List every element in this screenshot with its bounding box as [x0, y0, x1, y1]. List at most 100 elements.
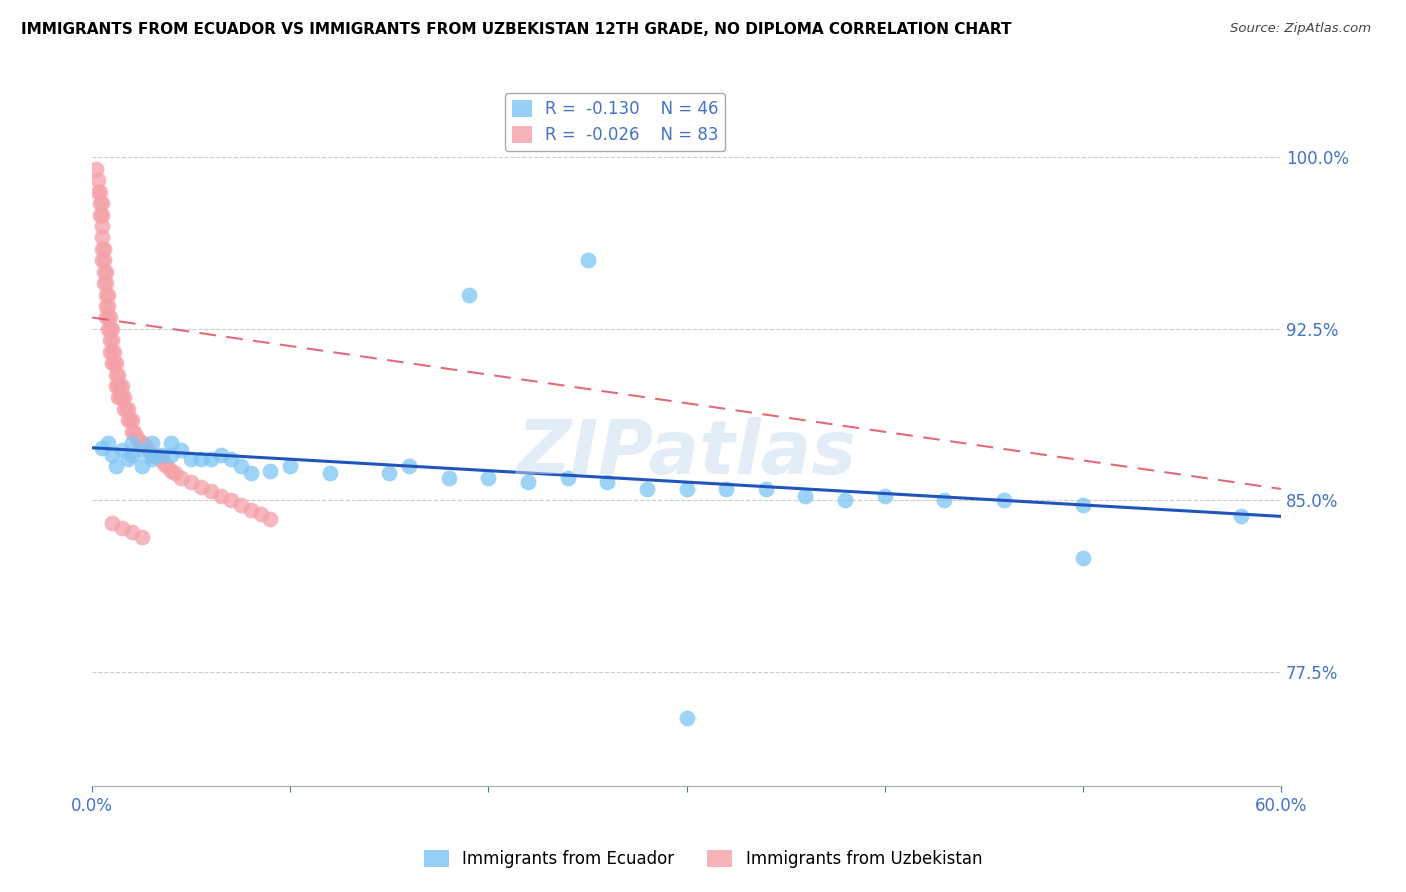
Point	[152, 457, 174, 471]
Point	[127, 434, 149, 448]
Point	[91, 208, 114, 222]
Point	[104, 356, 127, 370]
Point	[121, 448, 143, 462]
Point	[160, 464, 183, 478]
Point	[125, 429, 148, 443]
Point	[170, 470, 193, 484]
Point	[112, 391, 135, 405]
Point	[98, 322, 121, 336]
Point	[141, 448, 163, 462]
Point	[131, 530, 153, 544]
Point	[121, 425, 143, 439]
Point	[190, 480, 212, 494]
Point	[94, 310, 117, 325]
Point	[101, 322, 124, 336]
Point	[91, 441, 114, 455]
Point	[87, 173, 110, 187]
Point	[259, 511, 281, 525]
Point	[91, 242, 114, 256]
Point	[108, 391, 131, 405]
Point	[94, 299, 117, 313]
Point	[190, 452, 212, 467]
Point	[107, 368, 129, 382]
Point	[576, 253, 599, 268]
Point	[91, 253, 114, 268]
Point	[84, 161, 107, 176]
Point	[101, 356, 124, 370]
Point	[94, 276, 117, 290]
Point	[1071, 550, 1094, 565]
Point	[557, 470, 579, 484]
Point	[209, 448, 232, 462]
Point	[117, 452, 139, 467]
Point	[111, 521, 134, 535]
Point	[150, 448, 173, 462]
Point	[118, 413, 141, 427]
Point	[117, 413, 139, 427]
Point	[834, 493, 856, 508]
Point	[97, 287, 120, 301]
Point	[993, 493, 1015, 508]
Point	[229, 498, 252, 512]
Point	[1071, 498, 1094, 512]
Point	[93, 253, 115, 268]
Point	[229, 459, 252, 474]
Point	[97, 310, 120, 325]
Point	[93, 276, 115, 290]
Point	[239, 466, 262, 480]
Point	[97, 299, 120, 313]
Point	[121, 413, 143, 427]
Point	[239, 502, 262, 516]
Point	[136, 443, 159, 458]
Point	[675, 482, 697, 496]
Point	[398, 459, 420, 474]
Point	[101, 516, 124, 531]
Point	[141, 452, 163, 467]
Point	[115, 401, 138, 416]
Point	[103, 344, 125, 359]
Point	[103, 356, 125, 370]
Point	[89, 185, 111, 199]
Point	[180, 452, 202, 467]
Point	[517, 475, 540, 489]
Point	[101, 344, 124, 359]
Point	[160, 448, 183, 462]
Point	[107, 379, 129, 393]
Point	[93, 242, 115, 256]
Point	[91, 230, 114, 244]
Point	[131, 443, 153, 458]
Point	[219, 452, 242, 467]
Point	[93, 265, 115, 279]
Point	[131, 459, 153, 474]
Point	[107, 391, 129, 405]
Point	[108, 379, 131, 393]
Point	[319, 466, 342, 480]
Text: Source: ZipAtlas.com: Source: ZipAtlas.com	[1230, 22, 1371, 36]
Point	[934, 493, 956, 508]
Point	[117, 401, 139, 416]
Point	[89, 208, 111, 222]
Point	[104, 368, 127, 382]
Point	[200, 452, 222, 467]
Point	[91, 196, 114, 211]
Point	[122, 425, 145, 439]
Point	[794, 489, 817, 503]
Point	[457, 287, 479, 301]
Point	[94, 265, 117, 279]
Point	[148, 452, 170, 467]
Point	[104, 459, 127, 474]
Point	[437, 470, 460, 484]
Point	[132, 438, 155, 452]
Point	[94, 287, 117, 301]
Point	[156, 459, 179, 474]
Point	[714, 482, 737, 496]
Point	[477, 470, 499, 484]
Point	[87, 185, 110, 199]
Point	[128, 434, 150, 448]
Point	[170, 443, 193, 458]
Point	[101, 448, 124, 462]
Point	[675, 710, 697, 724]
Point	[112, 401, 135, 416]
Legend: R =  -0.130    N = 46, R =  -0.026    N = 83: R = -0.130 N = 46, R = -0.026 N = 83	[505, 93, 725, 151]
Point	[378, 466, 401, 480]
